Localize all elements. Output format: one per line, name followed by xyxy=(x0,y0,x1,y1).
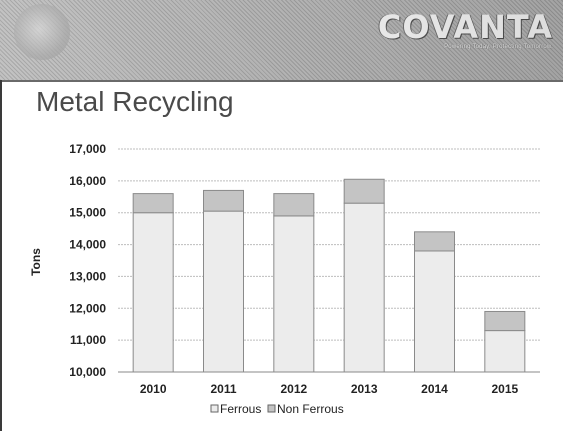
bar-ferrous xyxy=(414,250,455,373)
y-axis-ticks: 10,000 11,000 12,000 13,000 14,000 15,000 16,0… xyxy=(69,142,106,379)
x-tick-label: 2013 xyxy=(351,382,378,396)
gridlines xyxy=(118,148,540,373)
x-tick-label: 2010 xyxy=(140,382,167,396)
header-divider xyxy=(0,80,563,82)
y-tick-label: 10,000 xyxy=(69,365,106,379)
bar-non-ferrous xyxy=(343,178,385,204)
bar-non-ferrous xyxy=(484,310,526,332)
bar-ferrous xyxy=(132,212,174,373)
left-border xyxy=(0,80,2,431)
y-tick-label: 14,000 xyxy=(69,238,106,252)
header-band: COVANTA Powering Today. Protecting Tomor… xyxy=(0,0,563,80)
bar-non-ferrous xyxy=(414,231,455,252)
y-tick-label: 15,000 xyxy=(69,206,106,220)
legend-swatch-non-ferrous xyxy=(267,404,276,413)
bar-non-ferrous xyxy=(273,193,315,217)
bars xyxy=(132,178,526,373)
y-tick-label: 13,000 xyxy=(69,269,106,283)
legend-label-ferrous: Ferrous xyxy=(220,402,261,416)
y-axis-title: Tons xyxy=(29,248,43,276)
bar-non-ferrous xyxy=(132,193,174,214)
bar-ferrous xyxy=(484,330,526,373)
legend-label-non-ferrous: Non Ferrous xyxy=(277,402,344,416)
x-tick-label: 2015 xyxy=(491,382,518,396)
y-tick-label: 11,000 xyxy=(70,333,106,347)
x-tick-label: 2011 xyxy=(210,382,236,396)
x-tick-label: 2014 xyxy=(421,382,448,396)
legend-swatch-ferrous xyxy=(210,404,219,413)
x-tick-label: 2012 xyxy=(280,382,307,396)
y-tick-label: 17,000 xyxy=(69,142,106,156)
x-axis-ticks: 2010 2011 2012 2013 2014 2015 xyxy=(140,382,519,396)
legend: Ferrous Non Ferrous xyxy=(210,402,344,416)
y-tick-label: 12,000 xyxy=(69,301,106,315)
bar-ferrous xyxy=(203,210,244,373)
page-title: Metal Recycling xyxy=(36,86,234,117)
bar-ferrous xyxy=(343,202,385,373)
y-tick-label: 16,000 xyxy=(69,174,106,188)
bar-ferrous xyxy=(273,215,315,373)
bar-non-ferrous xyxy=(203,189,244,212)
